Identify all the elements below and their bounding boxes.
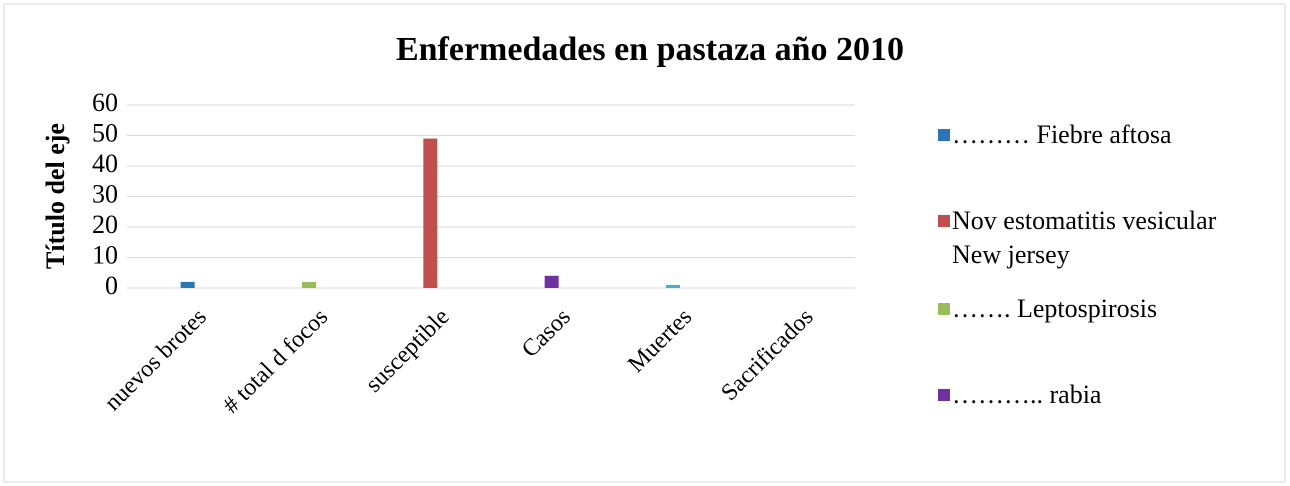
y-tick-label: 60 xyxy=(92,88,118,117)
y-tick-label: 50 xyxy=(92,118,118,147)
bar xyxy=(180,281,195,288)
bar xyxy=(423,138,438,288)
bar xyxy=(544,275,559,288)
bar xyxy=(666,284,680,288)
y-tick-label: 40 xyxy=(92,149,118,178)
legend-swatch xyxy=(938,389,950,401)
chart-title: Enfermedades en pastaza año 2010 xyxy=(396,31,904,68)
legend-label: ……… Fiebre aftosa xyxy=(952,120,1172,149)
y-tick-label: 20 xyxy=(92,210,118,239)
legend-entry: Nov estomatitis vesicular New jersey xyxy=(938,204,1268,272)
legend-label: ……. Leptospirosis xyxy=(952,294,1158,323)
y-tick-label: 10 xyxy=(92,240,118,269)
y-tick-label: 30 xyxy=(92,179,118,208)
legend-swatch xyxy=(938,129,950,141)
legend-label: ……….. rabia xyxy=(952,380,1102,409)
legend-entry: ……….. rabia xyxy=(938,378,1268,412)
legend-entry: ……… Fiebre aftosa xyxy=(938,118,1268,152)
chart-border xyxy=(3,3,1286,483)
legend-swatch xyxy=(938,215,950,227)
legend-label: Nov estomatitis vesicular New jersey xyxy=(952,206,1217,269)
y-axis-label: Título del eje xyxy=(41,123,70,269)
bar xyxy=(302,281,316,288)
legend-entry: ……. Leptospirosis xyxy=(938,292,1268,326)
legend-swatch xyxy=(938,303,950,315)
y-tick-label: 0 xyxy=(105,271,118,300)
